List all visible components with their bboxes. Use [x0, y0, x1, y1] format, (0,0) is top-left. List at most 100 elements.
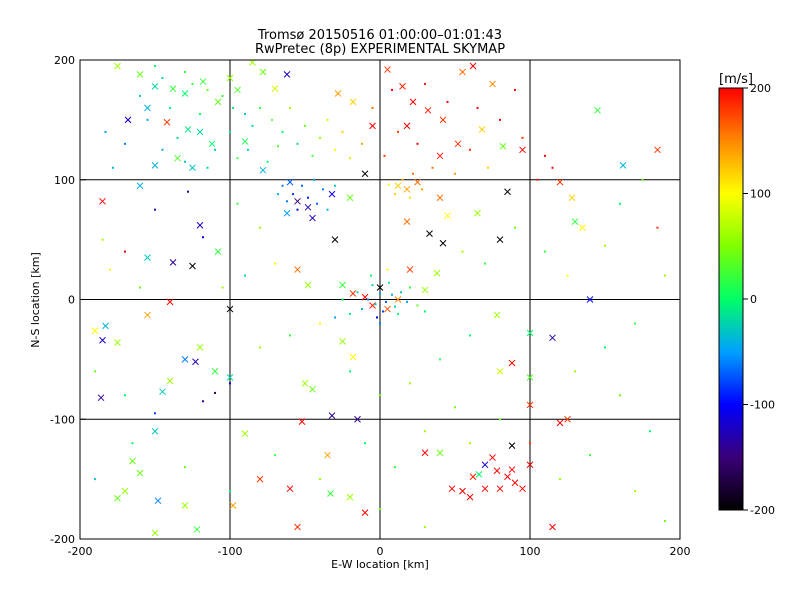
data-point-cross: [349, 353, 357, 361]
data-point-cross: [283, 209, 291, 217]
data-point-dot: [307, 196, 309, 199]
cross-stroke: [403, 218, 411, 226]
cross-stroke: [361, 170, 369, 178]
chart-subtitle: RwPretec (8p) EXPERIMENTAL SKYMAP: [255, 42, 505, 57]
data-point-dot: [191, 82, 194, 85]
cross-stroke: [526, 401, 534, 409]
data-point-dot: [94, 478, 96, 481]
data-point-cross: [424, 106, 432, 114]
cross-stroke: [399, 82, 406, 90]
data-point-cross: [259, 166, 267, 174]
x-tick-label: 100: [520, 545, 541, 558]
data-point-dot: [206, 88, 209, 91]
data-point-cross: [571, 218, 579, 226]
data-point-cross: [508, 359, 516, 367]
cross-stroke: [369, 122, 376, 130]
data-point-cross: [469, 62, 477, 70]
data-point-cross: [466, 493, 474, 501]
cross-stroke: [328, 190, 336, 198]
data-point-dot: [161, 76, 164, 79]
data-point-cross: [166, 377, 174, 385]
data-point-cross: [549, 334, 556, 342]
data-point-dot: [409, 286, 411, 289]
data-point-cross: [394, 296, 402, 303]
cross-stroke: [196, 221, 204, 229]
colorbar-tick-label: 0: [750, 293, 757, 306]
data-point-dot: [244, 274, 246, 277]
data-point-cross: [102, 322, 109, 330]
data-point-dot: [379, 508, 381, 511]
cross-stroke: [384, 305, 391, 313]
cross-stroke: [327, 490, 334, 497]
y-axis-label: N-S location [km]: [29, 252, 42, 348]
data-point-dot: [454, 406, 456, 409]
cross-stroke: [454, 140, 462, 148]
cross-stroke: [414, 178, 421, 186]
cross-stroke: [421, 286, 429, 294]
cross-stroke: [556, 178, 564, 186]
cross-stroke: [241, 430, 249, 437]
cross-stroke: [339, 338, 346, 345]
data-point-dot: [296, 208, 299, 211]
data-point-dot: [349, 157, 351, 160]
data-point-dot: [356, 291, 359, 294]
cross-stroke: [226, 305, 234, 313]
data-point-cross: [301, 379, 309, 387]
cross-stroke: [169, 85, 177, 93]
colorbar-tick-label: 200: [750, 82, 771, 95]
data-point-cross: [478, 126, 486, 133]
cross-stroke: [309, 385, 316, 393]
data-point-dot: [154, 412, 156, 415]
cross-stroke: [166, 298, 174, 306]
cross-stroke: [181, 502, 189, 509]
data-point-cross: [256, 475, 264, 483]
cross-stroke: [304, 281, 312, 289]
cross-stroke: [259, 166, 267, 174]
data-point-dot: [199, 112, 201, 115]
data-point-cross: [519, 485, 526, 493]
data-point-cross: [403, 218, 411, 226]
cross-stroke: [294, 523, 301, 531]
data-point-cross: [304, 203, 312, 211]
cross-stroke: [226, 74, 234, 82]
data-point-dot: [461, 250, 464, 253]
cross-stroke: [354, 415, 361, 423]
data-point-cross: [475, 470, 483, 478]
cross-stroke: [403, 185, 411, 193]
data-point-cross: [556, 178, 564, 186]
x-tick-label: -100: [218, 545, 243, 558]
data-point-cross: [414, 178, 421, 186]
data-point-dot: [574, 370, 576, 373]
data-point-cross: [114, 494, 121, 502]
data-point-dot: [313, 178, 315, 181]
cross-stroke: [174, 154, 181, 162]
cross-stroke: [469, 473, 477, 481]
data-point-dot: [371, 284, 374, 287]
cross-stroke: [361, 509, 369, 517]
data-point-dot: [316, 202, 318, 205]
data-point-cross: [481, 461, 489, 469]
cross-stroke: [654, 146, 661, 154]
cross-stroke: [586, 296, 594, 303]
cross-stroke: [309, 214, 316, 222]
data-point-dot: [184, 70, 186, 73]
data-point-cross: [214, 248, 222, 255]
cross-stroke: [564, 415, 571, 423]
x-axis-label: E-W location [km]: [331, 558, 429, 571]
data-point-cross: [226, 74, 234, 82]
data-point-cross: [196, 128, 204, 136]
colorbar-tick-label: -100: [750, 399, 775, 412]
data-point-dot: [139, 94, 141, 97]
cross-stroke: [493, 311, 501, 319]
data-point-cross: [526, 329, 534, 337]
data-point-cross: [394, 182, 402, 190]
data-point-cross: [526, 373, 534, 381]
cross-stroke: [433, 269, 441, 277]
data-point-cross: [144, 104, 151, 112]
data-point-cross: [346, 493, 354, 501]
cross-stroke: [241, 138, 249, 145]
data-point-dot: [146, 118, 149, 121]
data-point-cross: [234, 86, 241, 94]
data-point-dot: [304, 124, 306, 127]
